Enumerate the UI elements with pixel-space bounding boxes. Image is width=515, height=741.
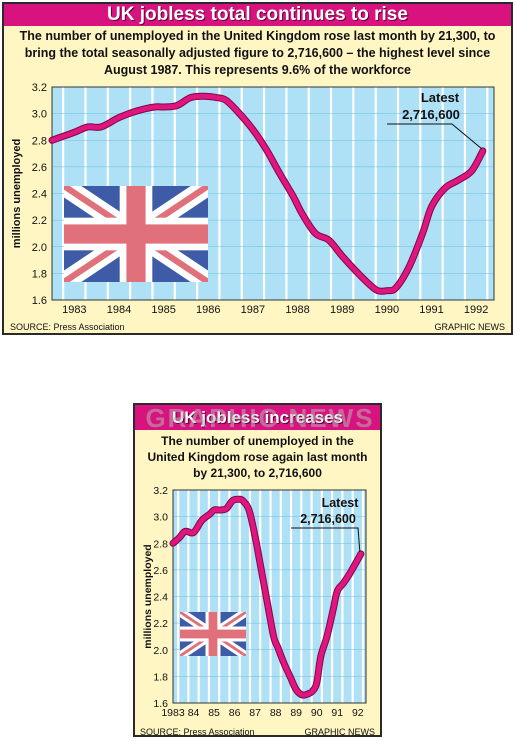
flag-cross-red [180,629,246,639]
y-tick-label: 1.8 [153,671,168,683]
large-brand: GRAPHIC NEWS [434,322,505,332]
y-tick-label: 2.4 [32,189,47,201]
y-tick-label: 1.6 [153,698,168,710]
small-subtitle: The number of unemployed in the United K… [147,434,368,480]
small-union-jack-flag [180,612,246,656]
x-tick-label: 87 [249,707,261,719]
y-tick-label: 2.8 [32,135,47,147]
annotation-value: 2,716,600 [300,512,356,526]
x-tick-label: 1991 [419,304,443,316]
x-tick-label: 90 [311,707,323,719]
large-subtitle: The number of unemployed in the United K… [19,29,496,77]
y-tick-label: 3.0 [32,109,47,121]
series-line [170,496,364,698]
annotation-label: Latest [421,90,460,105]
x-tick-label: 1988 [285,304,309,316]
y-tick-label: 2.6 [32,162,47,174]
y-tick-label: 1.8 [32,268,47,280]
flag-cross-red [64,224,208,244]
annotation-value: 2,716,600 [402,107,460,122]
x-tick-label: 1989 [330,304,354,316]
small-source: SOURCE: Press Association [140,727,255,737]
y-tick-label: 2.6 [153,565,168,577]
x-tick-label: 84 [188,707,200,719]
large-title: UK jobless total continues to rise [4,4,511,26]
x-tick-label: 1986 [196,304,220,316]
y-tick-label: 2.8 [153,538,168,550]
series-line [49,93,486,294]
small-title: UK jobless increases [135,405,380,430]
y-axis-label: millions unemployed [142,544,154,648]
x-tick-label: 86 [229,707,241,719]
y-tick-label: 3.0 [153,512,168,524]
y-tick-label: 2.2 [32,215,47,227]
x-tick-label: 89 [290,707,302,719]
x-tick-label: 1990 [375,304,399,316]
y-tick-label: 2.4 [153,592,168,604]
y-tick-label: 1.6 [32,295,47,307]
x-tick-label: 92 [352,707,364,719]
latest-leader-line [387,123,483,150]
plot-frame [172,489,367,704]
latest-leader-line [291,527,361,552]
plot-frame [51,86,495,301]
y-tick-label: 2.2 [153,618,168,630]
y-tick-label: 2.0 [153,645,168,657]
x-tick-label: 85 [208,707,220,719]
small-brand: GRAPHIC NEWS [304,727,375,737]
x-tick-label: 1985 [151,304,175,316]
x-tick-label: 91 [331,707,343,719]
x-tick-label: 1983 [161,707,185,719]
y-tick-label: 2.0 [32,242,47,254]
x-tick-label: 1987 [241,304,265,316]
x-tick-label: 1984 [107,304,131,316]
x-tick-label: 1983 [62,304,86,316]
large-union-jack-flag [64,186,208,282]
large-chart: 3.2 3.0 2.8 2.6 2.4 2.2 2.0 1.8 1.6 1983 1984 1985 1… [11,82,495,316]
annotation-label: Latest [322,496,360,510]
y-tick-label: 3.2 [153,485,168,497]
large-source: SOURCE: Press Association [10,322,125,332]
x-tick-label: 88 [270,707,282,719]
x-tick-label: 1992 [464,304,488,316]
y-tick-label: 3.2 [32,82,47,94]
y-axis-label: millions unemployed [11,139,23,248]
